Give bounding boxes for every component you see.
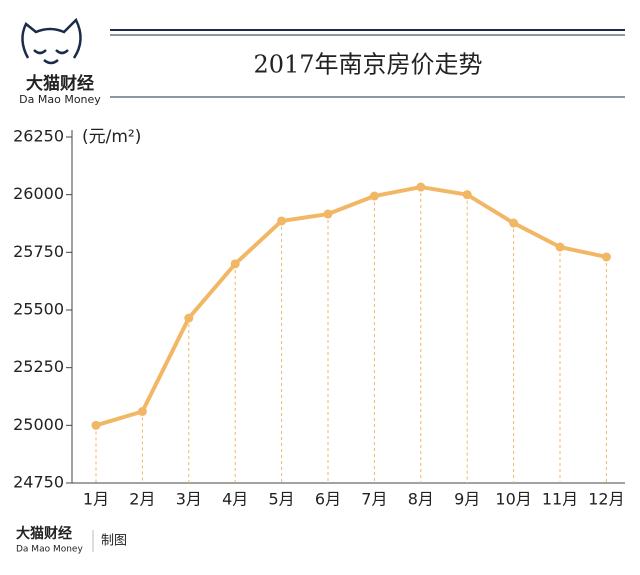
y-tick-label: 25250 [13,357,64,376]
footer-note: 制图 [101,534,127,549]
x-tick-label: 7月 [361,490,387,509]
x-tick-label: 3月 [176,490,202,509]
footer-name: 大猫财经 [16,525,72,542]
data-point [416,182,426,192]
y-tick-label: 25000 [13,415,64,434]
y-tick-label: 26000 [13,184,64,203]
x-tick-label: 4月 [222,490,248,509]
logo-icon [21,17,82,65]
y-tick-label: 25750 [13,242,64,261]
y-axis-unit: (元/m²) [82,127,141,147]
x-tick-label: 11月 [542,490,578,509]
x-tick-label: 8月 [408,490,434,509]
data-point [323,209,333,219]
logo-name: 大猫财经 [26,73,94,94]
logo-subtitle: Da Mao Money [19,93,101,106]
data-point [184,313,194,323]
x-tick-label: 12月 [588,490,624,509]
y-tick-label: 26250 [13,127,64,146]
x-tick-label: 2月 [129,490,155,509]
data-point [601,252,611,262]
data-point [369,191,379,201]
footer-subtitle: Da Mao Money [16,545,83,555]
data-point [509,218,519,228]
x-tick-label: 1月 [83,490,109,509]
data-point [91,420,101,430]
x-tick-label: 5月 [269,490,295,509]
y-tick-label: 25500 [13,300,64,319]
data-point [230,259,240,269]
data-point [555,242,565,252]
chart-title: 2017年南京房价走势 [253,51,482,79]
data-line [95,185,607,428]
data-point [277,216,287,226]
x-tick-label: 9月 [454,490,480,509]
data-point [462,190,472,200]
y-tick-label: 24750 [13,473,64,492]
x-tick-label: 10月 [495,490,531,509]
x-tick-label: 6月 [315,490,341,509]
data-point [137,406,147,416]
